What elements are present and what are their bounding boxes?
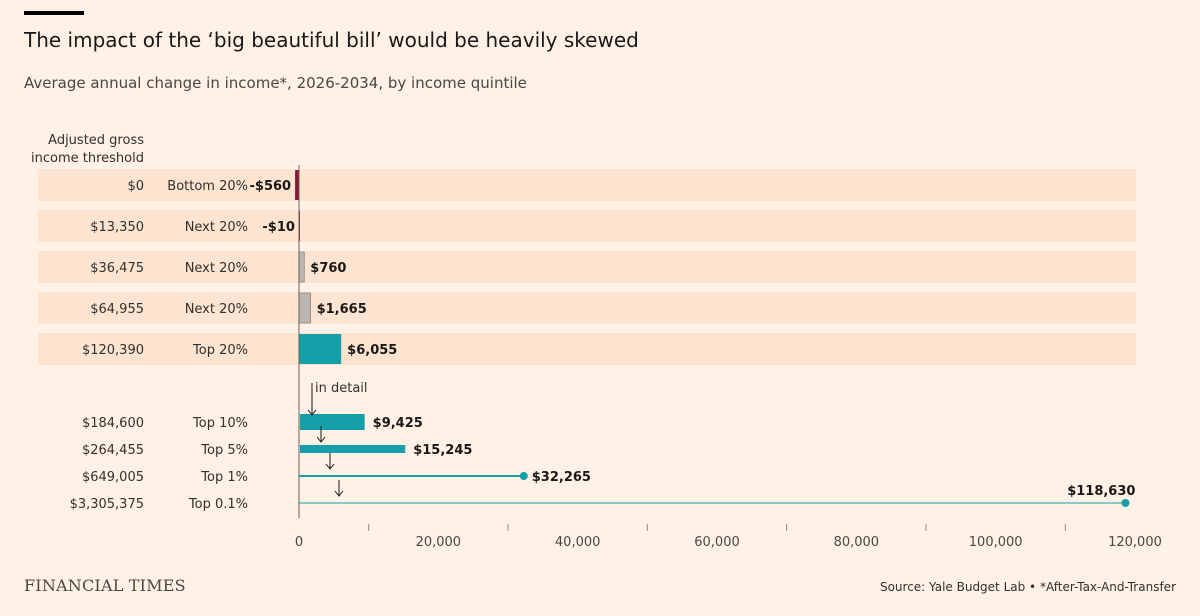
- x-tick-label: 120,000: [1108, 535, 1162, 550]
- ft-top-rule: [24, 11, 84, 15]
- x-tick-label: 100,000: [969, 535, 1023, 550]
- value-label: -$10: [262, 220, 295, 235]
- threshold-label: $3,305,375: [70, 497, 144, 512]
- threshold-label: $0: [127, 179, 144, 194]
- detail-arrow-head: [307, 409, 317, 416]
- detail-bar: [300, 414, 365, 430]
- threshold-header-line: income threshold: [31, 151, 144, 166]
- threshold-label: $649,005: [82, 470, 144, 485]
- chart-subtitle: Average annual change in income*, 2026-2…: [24, 74, 527, 92]
- value-label: $1,665: [317, 302, 367, 317]
- detail-bar-end-dot: [1121, 499, 1130, 507]
- detail-bar-end-dot: [519, 472, 528, 480]
- in-detail-annotation: in detail: [315, 381, 368, 396]
- threshold-label: $36,475: [90, 261, 144, 276]
- quintile-band: [38, 251, 1136, 283]
- value-label: $6,055: [347, 343, 397, 358]
- quintile-band: [38, 292, 1136, 324]
- x-tick-label: 0: [295, 535, 303, 550]
- detail-bar: [300, 445, 406, 453]
- x-tick-label: 40,000: [555, 535, 601, 550]
- threshold-label: $120,390: [82, 343, 144, 358]
- threshold-label: $264,455: [82, 443, 144, 458]
- financial-times-logo: FINANCIAL TIMES: [24, 576, 186, 595]
- quintile-bar: [295, 170, 299, 200]
- value-label: $118,630: [1067, 484, 1135, 499]
- group-label: Next 20%: [185, 220, 248, 235]
- quintile-bar: [298, 251, 305, 283]
- quintile-band: [38, 169, 1136, 201]
- group-label: Bottom 20%: [167, 179, 248, 194]
- threshold-label: $184,600: [82, 416, 144, 431]
- group-label: Top 1%: [200, 470, 248, 485]
- detail-arrow-head: [316, 436, 326, 443]
- quintile-band: [38, 333, 1136, 365]
- group-label: Top 10%: [192, 416, 248, 431]
- x-tick-label: 80,000: [834, 535, 880, 550]
- value-label: $9,425: [373, 416, 423, 431]
- quintile-band: [38, 210, 1136, 242]
- x-tick-label: 60,000: [694, 535, 740, 550]
- value-label: $15,245: [413, 443, 472, 458]
- quintile-bar: [298, 292, 311, 324]
- chart-area: Adjusted gross income threshold $0 Bottom 2…: [31, 133, 1162, 550]
- chart-title: The impact of the ‘big beautiful bill’ w…: [24, 28, 639, 52]
- group-label: Next 20%: [185, 261, 248, 276]
- group-label: Top 20%: [192, 343, 248, 358]
- x-tick-label: 20,000: [416, 535, 462, 550]
- value-label: -$560: [250, 179, 292, 194]
- group-label: Top 5%: [200, 443, 248, 458]
- group-label: Top 0.1%: [188, 497, 248, 512]
- quintile-bar: [299, 334, 342, 364]
- detail-arrow-head: [334, 490, 344, 497]
- source-note: Source: Yale Budget Lab • *After-Tax-And…: [879, 580, 1176, 594]
- threshold-header-line: Adjusted gross: [48, 133, 144, 148]
- value-label: $32,265: [532, 470, 591, 485]
- threshold-label: $13,350: [90, 220, 144, 235]
- group-label: Next 20%: [185, 302, 248, 317]
- threshold-label: $64,955: [90, 302, 144, 317]
- value-label: $760: [310, 261, 346, 276]
- detail-arrow-head: [325, 463, 335, 470]
